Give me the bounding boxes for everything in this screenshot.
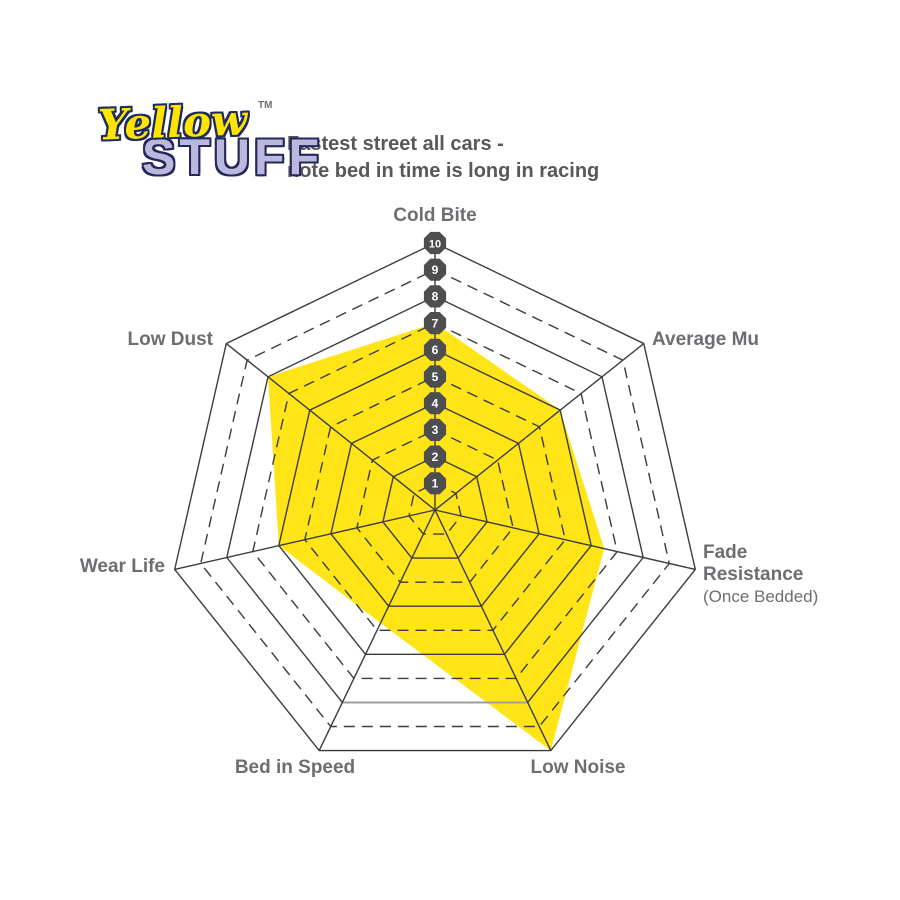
fade-resistance-sublabel: (Once Bedded): [703, 587, 819, 606]
scale-badge-7: [423, 312, 447, 335]
radar-spoke-4: [318, 509, 436, 751]
axis-label-low-noise: Low Noise: [530, 757, 626, 778]
tagline: Fastest street all cars - note bed in ti…: [287, 131, 599, 185]
scale-badge-label-1: 1: [432, 477, 439, 491]
radar-data-polygon: [268, 323, 605, 751]
radar-ring-9: [199, 268, 671, 728]
logo-yellow-text: Yellow: [97, 95, 248, 150]
radar-ring-3: [356, 429, 514, 583]
radar-ring-2: [382, 455, 488, 559]
scale-badge-8: [423, 285, 447, 308]
axis-label-fade-resistance: Fade Resistance (Once Bedded): [703, 542, 883, 608]
radar-ring-6: [278, 349, 592, 655]
axis-label-cold-bite: Cold Bite: [393, 205, 477, 226]
axis-label-bed-in-speed: Bed in Speed: [234, 757, 356, 778]
scale-badge-2: [423, 445, 447, 468]
radar-spoke-5: [174, 509, 436, 571]
fade-resistance-line2: Resistance: [703, 564, 804, 585]
yellowstuff-logo: Yellow STUFF TM: [97, 95, 319, 208]
radar-spoke-3: [434, 509, 552, 751]
trademark-symbol: TM: [258, 100, 273, 111]
scale-badge-5: [423, 365, 447, 388]
scale-badge-3: [423, 418, 447, 441]
scale-badge-1: [423, 472, 447, 495]
scale-badge-label-10: 10: [429, 238, 441, 250]
radar-spoke-6: [225, 342, 436, 511]
scale-badge-label-8: 8: [432, 290, 439, 304]
radar-spoke-2: [434, 509, 696, 571]
scale-badge-label-9: 9: [432, 263, 439, 277]
scale-badge-label-6: 6: [432, 343, 439, 357]
axis-label-wear-life: Wear Life: [79, 556, 165, 577]
scale-badge-label-2: 2: [432, 450, 439, 464]
scale-badge-label-5: 5: [432, 370, 439, 384]
scale-badge-label-3: 3: [432, 423, 439, 437]
radar-ring-7: [252, 322, 618, 680]
scale-badge-10: [423, 231, 447, 255]
tagline-line1: Fastest street all cars -: [287, 133, 504, 155]
radar-ring-10: [173, 242, 697, 752]
axis-label-low-dust: Low Dust: [127, 329, 214, 350]
scale-badge-9: [423, 258, 447, 281]
scale-badge-4: [423, 392, 447, 415]
axis-label-average-mu: Average Mu: [652, 329, 759, 350]
fade-resistance-line1: Fade: [703, 542, 748, 563]
radar-spoke-1: [434, 342, 645, 511]
radar-ring-5: [304, 375, 566, 631]
scale-badge-label-7: 7: [432, 316, 439, 330]
tagline-line2: note bed in time is long in racing: [287, 160, 600, 182]
radar-ring-1: [408, 482, 462, 535]
radar-ring-4: [330, 402, 540, 607]
scale-badge-6: [423, 338, 447, 361]
logo-stuff-text: STUFF: [142, 129, 324, 185]
scale-badge-label-4: 4: [432, 397, 439, 411]
